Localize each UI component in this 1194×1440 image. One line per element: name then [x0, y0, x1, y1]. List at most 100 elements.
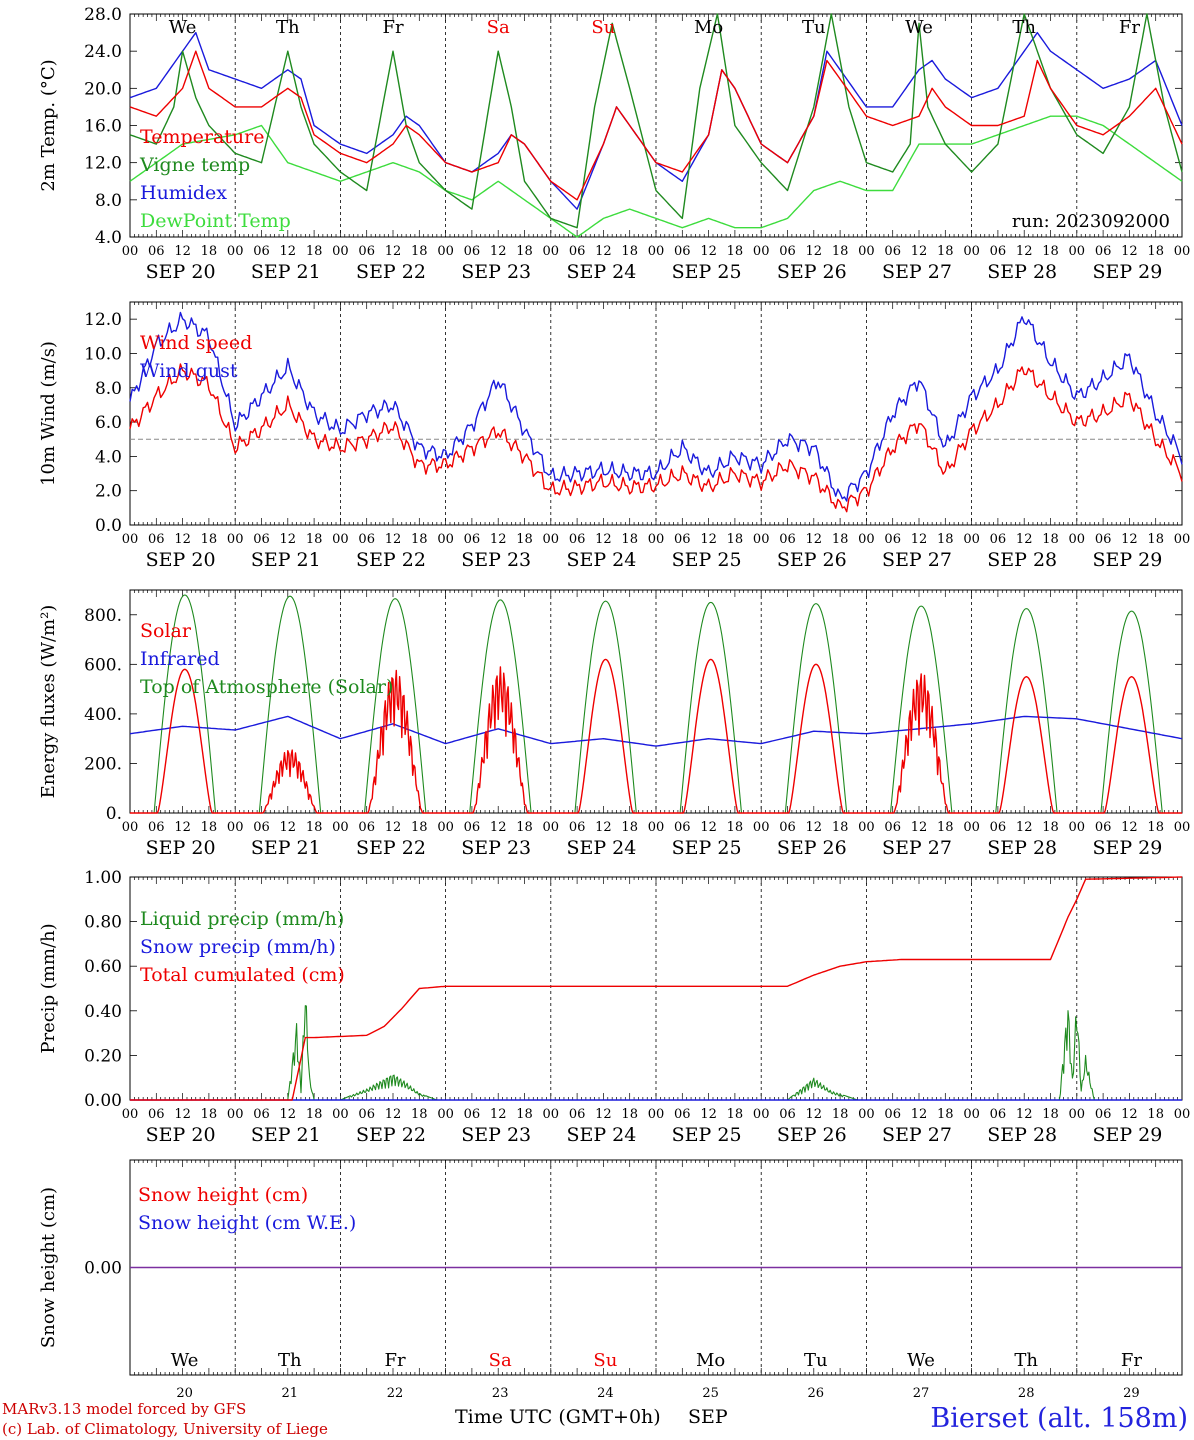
- hour-tick-label: 00: [543, 532, 560, 547]
- hour-tick-label: 00: [648, 820, 665, 835]
- model-credit: MARv3.13 model forced by GFS: [2, 1400, 246, 1418]
- hour-tick-label: 00: [122, 1107, 139, 1122]
- copyright-credit: (c) Lab. of Climatology, University of L…: [2, 1420, 328, 1438]
- date-label: SEP 22: [356, 549, 426, 571]
- date-label: SEP 25: [672, 1124, 742, 1146]
- hour-tick-label: 12: [700, 532, 717, 547]
- hour-tick-label: 00: [332, 1107, 349, 1122]
- hour-tick-label: 18: [201, 1107, 218, 1122]
- hour-tick-label: 06: [464, 244, 481, 259]
- hour-tick-label: 06: [779, 1107, 796, 1122]
- weekday-label: Tu: [804, 1350, 828, 1371]
- hour-tick-label: 06: [253, 1107, 270, 1122]
- hour-tick-label: 00: [753, 244, 770, 259]
- hour-tick-label: 18: [201, 820, 218, 835]
- date-label: SEP 28: [987, 549, 1057, 571]
- hour-tick-label: 06: [464, 1107, 481, 1122]
- hour-tick-label: 00: [1174, 1107, 1191, 1122]
- hour-tick-label: 18: [621, 1107, 638, 1122]
- date-label: SEP 26: [777, 261, 847, 283]
- weekday-label: We: [169, 17, 197, 38]
- hour-tick-label: 00: [858, 820, 875, 835]
- hour-tick-label: 12: [490, 820, 507, 835]
- hour-tick-label: 06: [358, 244, 375, 259]
- hour-tick-label: 06: [990, 1107, 1007, 1122]
- hour-tick-label: 18: [411, 244, 428, 259]
- hour-tick-label: 06: [674, 532, 691, 547]
- date-label: SEP 23: [461, 837, 531, 859]
- hour-tick-label: 12: [385, 1107, 402, 1122]
- date-label: SEP 25: [672, 837, 742, 859]
- day-number-label: 26: [808, 1386, 825, 1401]
- hour-tick-label: 18: [411, 532, 428, 547]
- hour-tick-label: 12: [806, 1107, 823, 1122]
- hour-tick-label: 06: [884, 1107, 901, 1122]
- hour-tick-label: 12: [490, 244, 507, 259]
- y-tick-label: 2.0: [95, 482, 122, 502]
- weekday-label: Th: [276, 17, 300, 38]
- hour-tick-label: 00: [858, 244, 875, 259]
- hour-tick-label: 06: [569, 532, 586, 547]
- hour-tick-label: 00: [858, 532, 875, 547]
- y-tick-label: 200.: [84, 754, 122, 774]
- hour-tick-label: 06: [990, 820, 1007, 835]
- panel-frame: [129, 589, 1183, 814]
- day-number-label: 27: [913, 1386, 930, 1401]
- hour-tick-label: 00: [753, 820, 770, 835]
- y-axis-label: Precip (mm/h): [38, 923, 59, 1053]
- y-tick-label: 1.00: [84, 868, 122, 888]
- date-label: SEP 28: [987, 1124, 1057, 1146]
- hour-tick-label: 12: [700, 244, 717, 259]
- hour-tick-label: 18: [201, 244, 218, 259]
- hour-tick-label: 06: [1095, 532, 1112, 547]
- hour-tick-label: 06: [148, 532, 165, 547]
- legend-entry: Liquid precip (mm/h): [140, 908, 344, 930]
- legend-entry: Snow precip (mm/h): [140, 936, 336, 958]
- y-axis-label: 2m Temp. (°C): [38, 59, 59, 191]
- date-label: SEP 29: [1092, 549, 1162, 571]
- y-tick-label: 0.0: [95, 516, 122, 536]
- hour-tick-label: 06: [358, 1107, 375, 1122]
- hour-tick-label: 00: [1069, 244, 1086, 259]
- hour-tick-label: 18: [1147, 820, 1164, 835]
- hour-tick-label: 12: [280, 1107, 297, 1122]
- date-label: SEP 22: [356, 261, 426, 283]
- y-tick-label: 12.0: [84, 154, 122, 174]
- date-label: SEP 21: [251, 549, 321, 571]
- y-tick-label: 8.0: [95, 379, 122, 399]
- y-tick-label: 28.0: [84, 5, 122, 25]
- hour-tick-label: 06: [884, 532, 901, 547]
- hour-tick-label: 00: [753, 532, 770, 547]
- y-tick-label: 0.20: [84, 1046, 122, 1066]
- hour-tick-label: 06: [148, 244, 165, 259]
- hour-tick-label: 18: [1042, 532, 1059, 547]
- hour-tick-label: 18: [306, 244, 323, 259]
- hour-tick-label: 18: [1042, 820, 1059, 835]
- hour-tick-label: 18: [1042, 244, 1059, 259]
- hour-tick-label: 06: [779, 820, 796, 835]
- y-tick-label: 8.0: [95, 191, 122, 211]
- hour-tick-label: 00: [1174, 820, 1191, 835]
- weekday-label: Mo: [696, 1350, 725, 1371]
- hour-tick-label: 06: [884, 820, 901, 835]
- weekday-label: Fr: [1121, 1350, 1142, 1371]
- hour-tick-label: 12: [1121, 532, 1138, 547]
- hour-tick-label: 12: [174, 532, 191, 547]
- hour-tick-label: 18: [937, 1107, 954, 1122]
- hour-tick-label: 18: [727, 1107, 744, 1122]
- hour-tick-label: 12: [911, 1107, 928, 1122]
- legend-entry: Total cumulated (cm): [140, 964, 345, 986]
- day-number-label: 25: [702, 1386, 719, 1401]
- weekday-label: Su: [593, 1350, 617, 1371]
- weekday-label: We: [907, 1350, 935, 1371]
- day-number-label: 29: [1123, 1386, 1140, 1401]
- weekday-label: Sa: [489, 1350, 512, 1371]
- weekday-label: Fr: [1119, 17, 1140, 38]
- weekday-label: Fr: [382, 17, 403, 38]
- hour-tick-label: 06: [1095, 820, 1112, 835]
- weekday-label: We: [905, 17, 933, 38]
- hour-tick-label: 18: [1147, 532, 1164, 547]
- weekday-label: Mo: [694, 17, 723, 38]
- hour-tick-label: 06: [569, 244, 586, 259]
- infrared-line: [129, 715, 1183, 747]
